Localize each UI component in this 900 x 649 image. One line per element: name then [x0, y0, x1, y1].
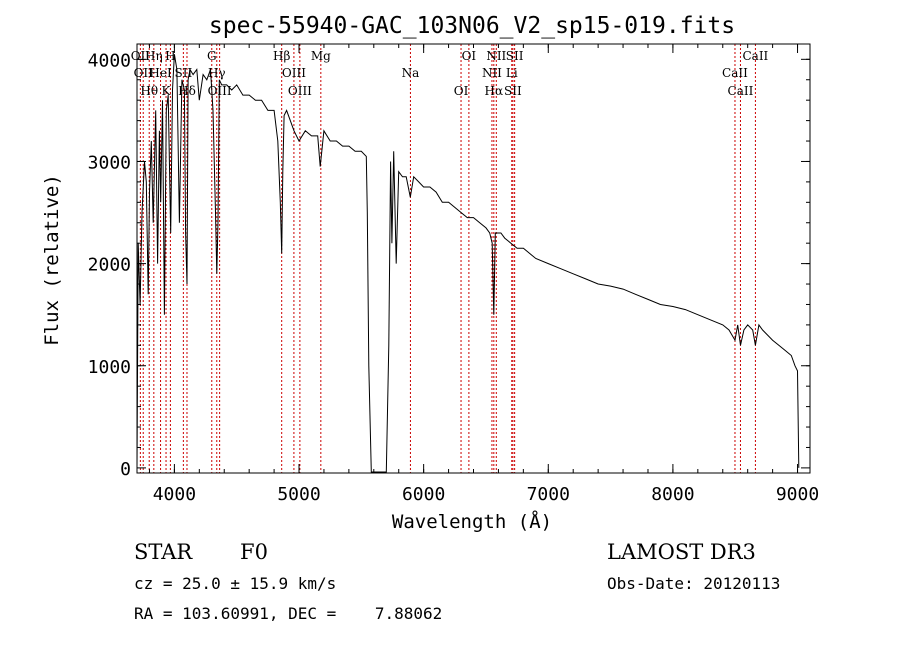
line-marker-group: [139, 44, 756, 473]
object-class: STAR: [134, 540, 193, 564]
chart-title: spec-55940-GAC_103N06_V2_sp15-019.fits: [209, 13, 735, 39]
survey-name: LAMOST DR3: [607, 540, 756, 564]
line-label: K: [162, 84, 172, 98]
line-label: OIII: [282, 66, 306, 80]
spectrum-line: [136, 54, 800, 473]
observation-date: Obs-Date: 20120113: [607, 574, 780, 593]
line-label: OIII: [208, 84, 232, 98]
line-label: Hδ: [178, 84, 196, 98]
line-label: Hα: [485, 84, 504, 98]
line-label: Hθ: [140, 84, 158, 98]
line-label: NII: [486, 49, 506, 63]
x-tick-label: 6000: [402, 484, 445, 505]
spectral-subclass: F0: [240, 540, 268, 564]
line-label: OI: [462, 49, 477, 63]
coordinates: RA = 103.60991, DEC = 7.88062: [134, 604, 442, 623]
line-label: Na: [402, 66, 420, 80]
y-tick-label: 2000: [88, 255, 131, 276]
y-tick-label: 1000: [88, 357, 131, 378]
line-label: HeI: [149, 66, 172, 80]
line-label: NII: [482, 66, 502, 80]
x-tick-label: 4000: [153, 484, 196, 505]
line-label: H: [165, 49, 175, 63]
redshift-velocity: cz = 25.0 ± 15.9 km/s: [134, 574, 336, 593]
y-axis-label: Flux (relative): [41, 174, 63, 346]
line-label: SII: [175, 66, 193, 80]
line-label: OI: [454, 84, 469, 98]
line-label: SII: [504, 84, 522, 98]
line-label: Hγ: [208, 66, 226, 80]
line-label: G: [207, 49, 217, 63]
x-tick-label: 7000: [527, 484, 570, 505]
line-label: CaII: [742, 49, 768, 63]
axis-ticks: 4000 5000 6000 7000 8000 9000 0 1000 2000 3000 400…: [88, 44, 819, 505]
line-label-group: OIIOIIHθHηHeIKHSIIHδGHγOIIIHβOIIIOIIIMgN…: [131, 49, 769, 98]
line-label: Li: [506, 66, 518, 80]
y-tick-label: 4000: [88, 50, 131, 71]
x-axis-label: Wavelength (Å): [392, 510, 552, 533]
y-tick-label: 3000: [88, 152, 131, 173]
line-label: Mg: [311, 49, 331, 63]
x-tick-label: 8000: [651, 484, 694, 505]
y-tick-label: 0: [120, 459, 131, 480]
line-label: OIII: [288, 84, 312, 98]
line-label: CaII: [722, 66, 748, 80]
line-label: Hβ: [273, 49, 290, 63]
line-label: Hη: [145, 49, 163, 63]
plot-frame: [136, 43, 811, 474]
x-tick-label: 5000: [277, 484, 320, 505]
line-label: SII: [506, 49, 524, 63]
x-tick-label: 9000: [776, 484, 819, 505]
line-label: OII: [134, 66, 154, 80]
line-label: CaII: [728, 84, 754, 98]
